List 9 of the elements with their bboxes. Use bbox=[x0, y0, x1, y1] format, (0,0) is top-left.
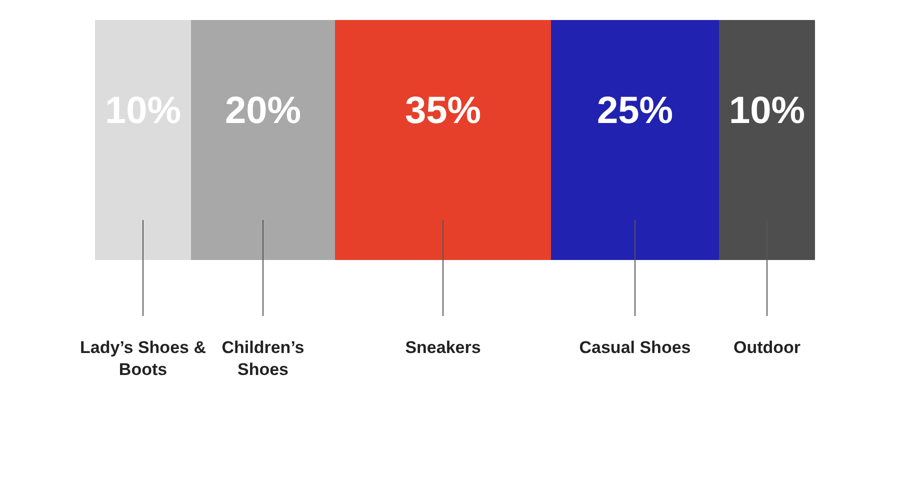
data-label: 35% bbox=[404, 90, 482, 132]
category-label: Outdoor bbox=[733, 338, 801, 357]
category-label: Sneakers bbox=[405, 338, 481, 357]
category-label: Lady’s Shoes & Boots bbox=[80, 338, 206, 379]
category-label: Casual Shoes bbox=[579, 338, 691, 357]
data-label: 10% bbox=[728, 90, 806, 132]
category-label: Children’s Shoes bbox=[222, 338, 304, 379]
data-label: 25% bbox=[596, 90, 674, 132]
data-label: 20% bbox=[224, 90, 302, 132]
